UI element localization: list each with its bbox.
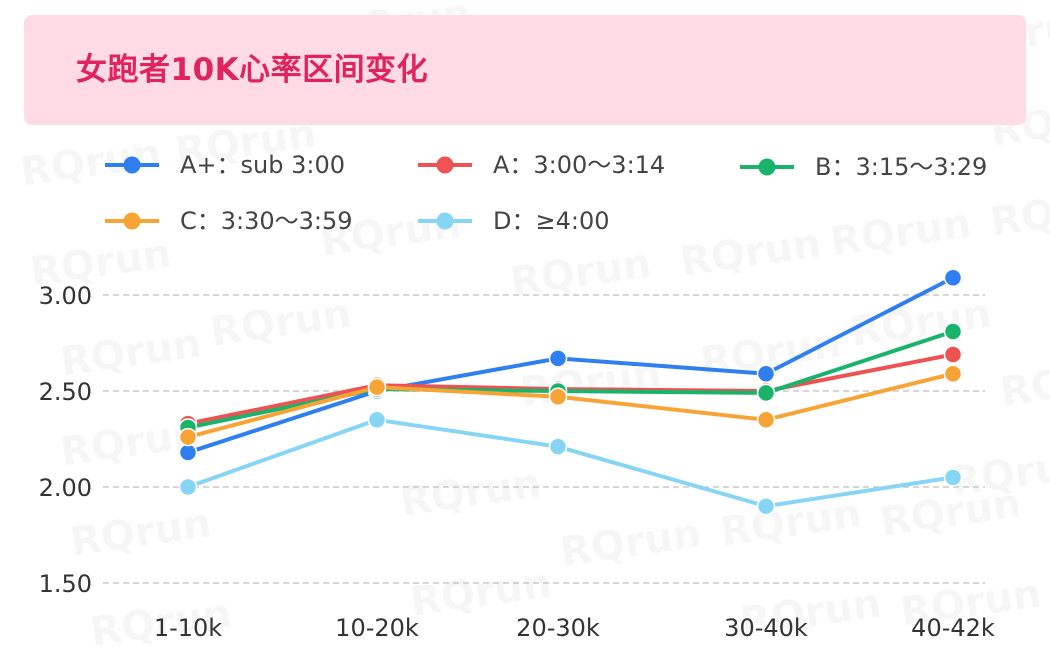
data-point	[756, 410, 776, 430]
data-point	[943, 345, 963, 364]
legend-swatch-marker	[123, 156, 141, 174]
legend-item-1: A：3:00～3:14	[418, 151, 665, 179]
legend-swatch-marker	[436, 212, 454, 230]
data-point	[367, 377, 387, 397]
x-tick-label: 1-10k	[154, 614, 222, 642]
data-point	[548, 387, 568, 407]
series-3	[178, 364, 963, 447]
y-tick-label: 3.00	[39, 282, 92, 310]
data-point	[943, 268, 963, 287]
x-tick-label: 30-40k	[724, 614, 808, 642]
legend-item-3: C：3:30～3:59	[105, 207, 353, 235]
series-line	[187, 275, 954, 455]
legend-label: D：≥4:00	[493, 207, 609, 235]
data-point	[943, 364, 963, 383]
x-axis-ticks: 1-10k 10-20k 20-30k 30-40k 40-42k	[154, 614, 995, 642]
data-point	[943, 468, 963, 487]
data-point	[756, 496, 776, 516]
data-point	[756, 383, 776, 403]
legend-label: B：3:15～3:29	[815, 153, 987, 181]
y-tick-label: 1.50	[39, 570, 92, 598]
legend-swatch-marker	[758, 158, 776, 176]
legend-label: A+：sub 3:00	[180, 151, 345, 179]
y-axis-ticks: 3.00 2.50 2.00 1.50	[39, 282, 92, 598]
data-point	[943, 322, 963, 341]
data-point	[178, 443, 198, 462]
series-4	[178, 410, 963, 516]
y-tick-label: 2.00	[39, 474, 92, 502]
series-group	[178, 268, 963, 516]
data-point	[178, 477, 198, 497]
x-tick-label: 40-42k	[911, 614, 995, 642]
data-point	[548, 349, 568, 368]
legend-item-0: A+：sub 3:00	[105, 151, 345, 179]
legend-label: C：3:30～3:59	[180, 207, 353, 235]
legend-item-2: B：3:15～3:29	[740, 153, 987, 181]
series-line	[187, 371, 954, 440]
data-point	[756, 364, 776, 383]
series-line	[187, 417, 954, 509]
y-tick-label: 2.50	[39, 378, 92, 406]
x-tick-label: 20-30k	[516, 614, 600, 642]
legend-swatch-marker	[123, 212, 141, 230]
legend: A+：sub 3:00 A：3:00～3:14 B：3:15～3:29 C：3:30～…	[105, 151, 987, 235]
series-0	[178, 268, 963, 462]
legend-item-4: D：≥4:00	[418, 207, 609, 235]
title-banner: 女跑者10K心率区间变化	[24, 15, 1026, 125]
legend-swatch-marker	[436, 156, 454, 174]
data-point	[548, 437, 568, 456]
data-point	[367, 410, 387, 430]
data-point	[178, 427, 198, 447]
legend-label: A：3:00～3:14	[493, 151, 665, 179]
chart-title: 女跑者10K心率区间变化	[76, 52, 429, 88]
x-tick-label: 10-20k	[335, 614, 419, 642]
